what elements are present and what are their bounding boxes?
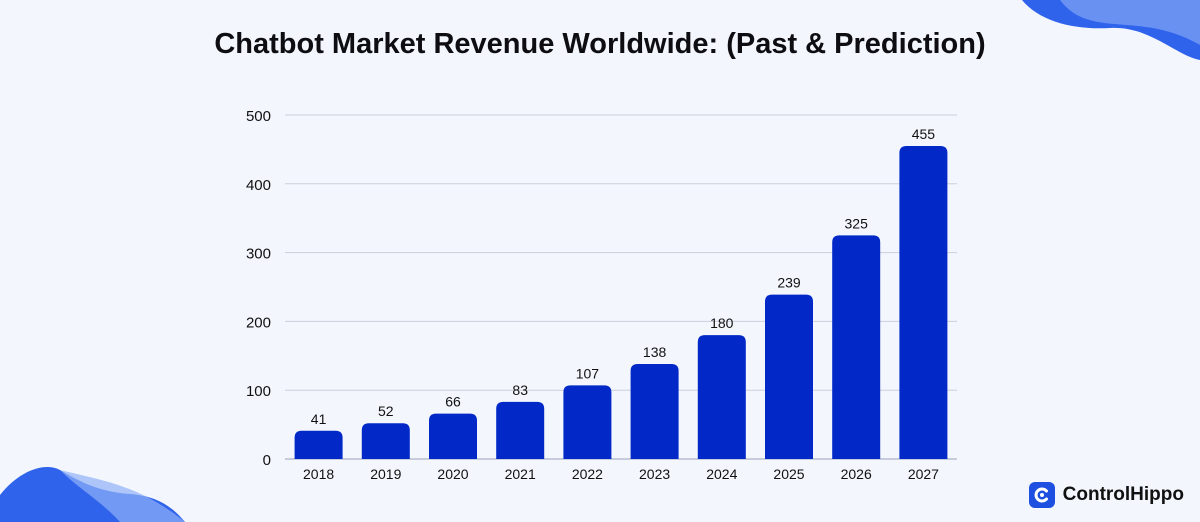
bar: [832, 235, 881, 459]
bottom-left-blob-light: [60, 470, 185, 522]
y-tick-label: 200: [246, 314, 271, 331]
x-tick-label: 2026: [841, 466, 872, 482]
x-tick-label: 2019: [370, 466, 401, 482]
x-tick-label: 2018: [303, 466, 334, 482]
data-label: 107: [576, 365, 600, 381]
x-tick-label: 2023: [639, 466, 670, 482]
data-label: 41: [311, 411, 327, 427]
data-label: 83: [512, 382, 528, 398]
data-label: 138: [643, 344, 667, 360]
y-tick-label: 300: [246, 246, 271, 263]
bar: [429, 413, 477, 459]
x-tick-label: 2022: [572, 466, 603, 482]
controlhippo-logo-icon: [1028, 482, 1055, 508]
bar: [899, 145, 948, 459]
brand: ControlHippo: [1028, 482, 1184, 508]
brand-name: ControlHippo: [1062, 484, 1184, 505]
chart-title: Chatbot Market Revenue Worldwide: (Past …: [214, 28, 986, 60]
data-label: 66: [445, 394, 461, 410]
x-tick-label: 2020: [437, 466, 468, 482]
x-tick-label: 2027: [908, 466, 939, 482]
bar: [563, 385, 612, 459]
x-tick-label: 2025: [773, 466, 804, 482]
bar: [294, 430, 343, 459]
y-tick-label: 500: [246, 108, 271, 125]
bar: [765, 294, 813, 459]
top-right-blob-light: [1060, 0, 1200, 45]
x-tick-label: 2021: [505, 466, 536, 482]
data-label: 239: [777, 275, 801, 291]
y-tick-label: 0: [263, 452, 271, 469]
bar: [496, 401, 545, 459]
bar: [697, 335, 746, 459]
y-tick-label: 100: [246, 383, 271, 400]
data-label: 325: [845, 215, 869, 231]
x-tick-label: 2024: [706, 466, 737, 482]
data-label: 455: [912, 126, 936, 142]
bar: [630, 364, 679, 459]
data-label: 180: [710, 315, 734, 331]
data-label: 52: [378, 403, 394, 419]
bar: [361, 423, 410, 459]
y-tick-label: 400: [246, 177, 271, 194]
